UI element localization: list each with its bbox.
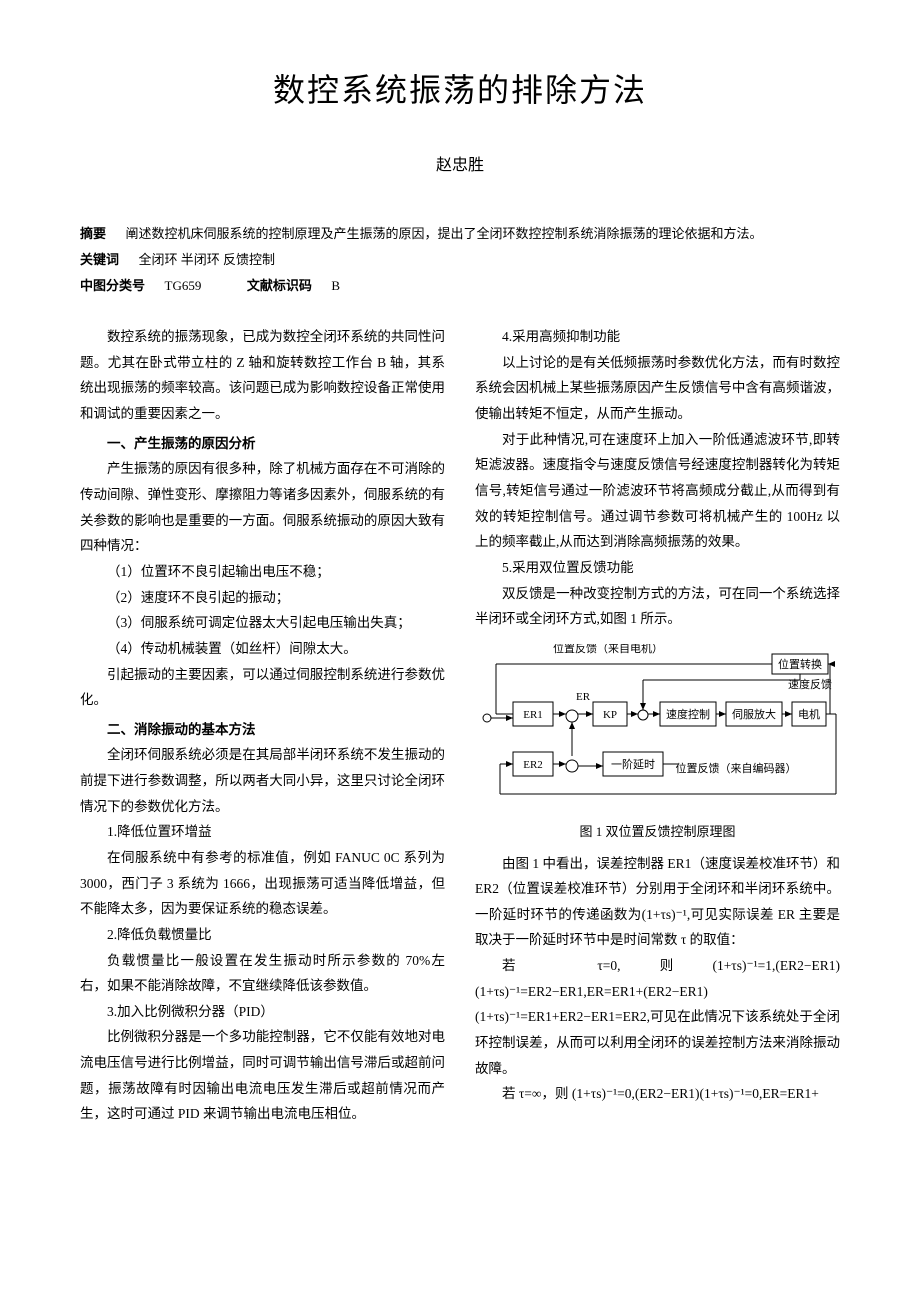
abstract-text: 阐述数控机床伺服系统的控制原理及产生振荡的原因，提出了全闭环数控控制系统消除振荡… bbox=[126, 226, 763, 241]
meta-block: 摘要 阐述数控机床伺服系统的控制原理及产生振荡的原因，提出了全闭环数控控制系统消… bbox=[80, 221, 840, 299]
abstract-label: 摘要 bbox=[80, 226, 106, 241]
keywords-label: 关键词 bbox=[80, 252, 119, 267]
s1-item-4: （4）传动机械装置（如丝杆）间隙太大。 bbox=[80, 636, 445, 662]
intro-para: 数控系统的振荡现象，已成为数控全闭环系统的共同性问题。尤其在卧式带立柱的 Z 轴… bbox=[80, 324, 445, 427]
s2-3-para: 比例微积分器是一个多功能控制器，它不仅能有效地对电流电压信号进行比例增益，同时可… bbox=[80, 1024, 445, 1127]
s2-para1: 全闭环伺服系统必须是在其局部半闭环系统不发生振动的前提下进行参数调整，所以两者大… bbox=[80, 742, 445, 819]
svg-text:ER: ER bbox=[575, 691, 590, 703]
svg-text:速度反馈: 速度反馈 bbox=[788, 677, 832, 691]
figure-1-caption: 图 1 双位置反馈控制原理图 bbox=[475, 820, 840, 845]
svg-text:ER1: ER1 bbox=[523, 709, 543, 721]
body-columns: 数控系统的振荡现象，已成为数控全闭环系统的共同性问题。尤其在卧式带立柱的 Z 轴… bbox=[80, 324, 840, 1127]
clc-label: 中图分类号 bbox=[80, 278, 145, 293]
keywords-text: 全闭环 半闭环 反馈控制 bbox=[139, 252, 276, 267]
s1-para1: 产生振荡的原因有很多种，除了机械方面存在不可消除的传动间隙、弹性变形、摩擦阻力等… bbox=[80, 456, 445, 559]
s2-1-heading: 1.降低位置环增益 bbox=[80, 819, 445, 845]
doccode-text: B bbox=[331, 278, 340, 293]
s2-3-heading: 3.加入比例微积分器（PID） bbox=[80, 999, 445, 1025]
svg-text:KP: KP bbox=[602, 709, 616, 721]
figure-1: ER1 KP 速度控制 伺服放大 电机 ER2 一阶延时 位置转换 位置反馈（来自电机） 速度反馈… bbox=[475, 644, 840, 845]
figure-1-diagram: ER1 KP 速度控制 伺服放大 电机 ER2 一阶延时 位置转换 位置反馈（来自电机） 速度反馈… bbox=[478, 644, 838, 814]
svg-text:ER2: ER2 bbox=[523, 759, 543, 771]
s2-2-heading: 2.降低负载惯量比 bbox=[80, 922, 445, 948]
s2-1-para: 在伺服系统中有参考的标准值，例如 FANUC 0C 系列为 3000，西门子 3… bbox=[80, 845, 445, 922]
s2-4-para1: 以上讨论的是有关低频振荡时参数优化方法，而有时数控系统会因机械上某些振荡原因产生… bbox=[475, 350, 840, 427]
clc-text: TG659 bbox=[165, 278, 202, 293]
s1-item-2: （2）速度环不良引起的振动； bbox=[80, 585, 445, 611]
paper-title: 数控系统振荡的排除方法 bbox=[80, 60, 840, 121]
svg-text:一阶延时: 一阶延时 bbox=[611, 757, 655, 771]
doccode-label: 文献标识码 bbox=[247, 278, 312, 293]
case2-para: 若 τ=∞，则 (1+τs)⁻¹=0,(ER2−ER1)(1+τs)⁻¹=0,E… bbox=[475, 1081, 840, 1107]
svg-text:电机: 电机 bbox=[798, 707, 820, 721]
svg-text:位置转换: 位置转换 bbox=[778, 657, 822, 671]
s2-5-heading: 5.采用双位置反馈功能 bbox=[475, 555, 840, 581]
s1-item-3: （3）伺服系统可调定位器太大引起电压输出失真； bbox=[80, 610, 445, 636]
section-1-heading: 一、产生振荡的原因分析 bbox=[80, 431, 445, 457]
s2-5-para: 双反馈是一种改变控制方式的方法，可在同一个系统选择半闭环或全闭环方式,如图 1 … bbox=[475, 581, 840, 632]
section-2-heading: 二、消除振动的基本方法 bbox=[80, 717, 445, 743]
svg-text:速度控制: 速度控制 bbox=[666, 707, 710, 721]
svg-text:位置反馈（来自编码器）: 位置反馈（来自编码器） bbox=[675, 761, 796, 775]
svg-text:位置反馈（来自电机）: 位置反馈（来自电机） bbox=[553, 644, 663, 655]
s2-4-para2: 对于此种情况,可在速度环上加入一阶低通滤波环节,即转矩滤波器。速度指令与速度反馈… bbox=[475, 427, 840, 555]
s1-para2: 引起振动的主要因素，可以通过伺服控制系统进行参数优化。 bbox=[80, 662, 445, 713]
case1-para: 若 τ=0,则(1+τs)⁻¹=1,(ER2−ER1)(1+τs)⁻¹=ER2−… bbox=[475, 953, 840, 1081]
svg-text:伺服放大: 伺服放大 bbox=[732, 707, 776, 721]
s1-item-1: （1）位置环不良引起输出电压不稳； bbox=[80, 559, 445, 585]
s2-4-heading: 4.采用高频抑制功能 bbox=[475, 324, 840, 350]
s2-2-para: 负载惯量比一般设置在发生振动时所示参数的 70%左右，如果不能消除故障，不宜继续… bbox=[80, 948, 445, 999]
paper-author: 赵忠胜 bbox=[80, 151, 840, 181]
after-fig-para: 由图 1 中看出，误差控制器 ER1（速度误差校准环节）和ER2（位置误差校准环… bbox=[475, 851, 840, 954]
